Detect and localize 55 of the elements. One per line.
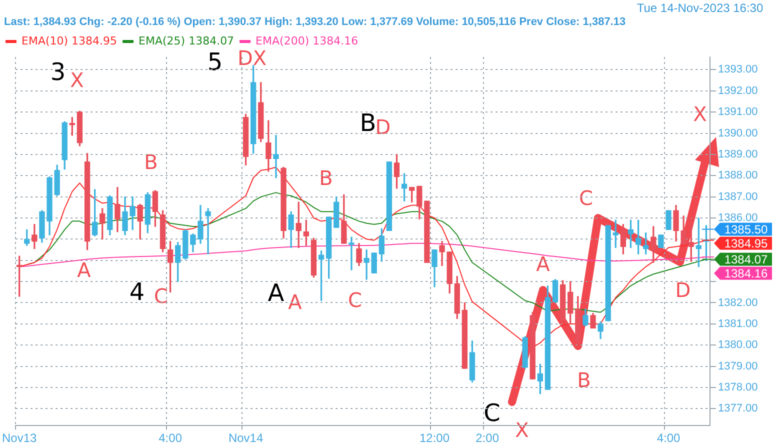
annotation: A	[288, 290, 302, 314]
text: 1384.95	[724, 236, 768, 251]
annotation: B	[360, 109, 376, 137]
annotation: B	[319, 166, 333, 190]
annotation: 5	[207, 48, 223, 76]
text: 1384.07	[724, 252, 768, 267]
x-tick-label: Nov13	[2, 431, 38, 446]
annotation: A	[268, 279, 284, 307]
annotation: A	[77, 258, 91, 282]
annotation: 4	[129, 278, 145, 306]
annotation: C	[484, 399, 500, 427]
y-tick-label: 1382.00	[718, 296, 758, 309]
annotation: C	[579, 186, 593, 210]
annotation: DX	[237, 46, 267, 70]
text: Tue 14-Nov-2023 16:30	[636, 1, 764, 15]
x-tick-label: 2:00	[476, 431, 500, 446]
annotation: A	[536, 252, 550, 276]
legend-label: EMA(10) 1384.95	[22, 34, 118, 48]
x-tick-label: 4:00	[158, 431, 182, 446]
x-tick-label: Nov14	[228, 431, 264, 446]
y-tick-label: 1393.00	[718, 64, 758, 76]
y-tick-label: 1377.00	[718, 402, 758, 415]
candlestick	[424, 200, 430, 263]
y-tick-label: 1389.00	[718, 148, 758, 160]
text: 1384.16	[724, 266, 768, 281]
y-tick-label: 1381.00	[718, 318, 758, 330]
annotation: X	[693, 102, 707, 126]
candlestick	[658, 234, 664, 248]
y-tick-label: 1387.00	[718, 190, 758, 203]
candlestick	[666, 210, 672, 230]
text: 1385.50	[724, 222, 768, 237]
y-tick-label: 1379.00	[718, 360, 758, 372]
annotation: B	[577, 368, 591, 392]
y-tick-label: 1378.00	[718, 382, 758, 394]
y-tick-label: 1380.00	[718, 339, 758, 352]
legend-label: EMA(25) 1384.07	[138, 34, 234, 48]
annotation: D	[675, 278, 691, 302]
annotation: B	[144, 150, 158, 174]
annotation: 3	[50, 58, 66, 86]
annotation: D	[375, 115, 391, 139]
candlestick	[371, 252, 377, 274]
x-tick-label: 12:00	[419, 431, 450, 446]
legend-label: EMA(200) 1384.16	[256, 34, 358, 48]
annotation: X	[70, 68, 84, 92]
annotation: C	[348, 288, 362, 312]
y-tick-label: 1392.00	[718, 84, 758, 97]
annotation: C	[154, 284, 168, 308]
candlestick	[386, 162, 392, 232]
y-tick-label: 1391.00	[718, 106, 758, 118]
y-tick-label: 1386.00	[718, 212, 758, 224]
y-tick-label: 1388.00	[718, 170, 758, 182]
chart-subtitle: Last: 1,384.93 Chg: -2.20 (-0.16 %) Open: 1,390.37 High: 1,393.20 Low: 1,377.69 Volume: 10,505,116 Prev Close: 1,387.13	[4, 16, 626, 28]
y-tick-label: 1390.00	[718, 127, 758, 140]
candlestick	[605, 225, 611, 322]
x-tick-label: 4:00	[656, 431, 680, 446]
